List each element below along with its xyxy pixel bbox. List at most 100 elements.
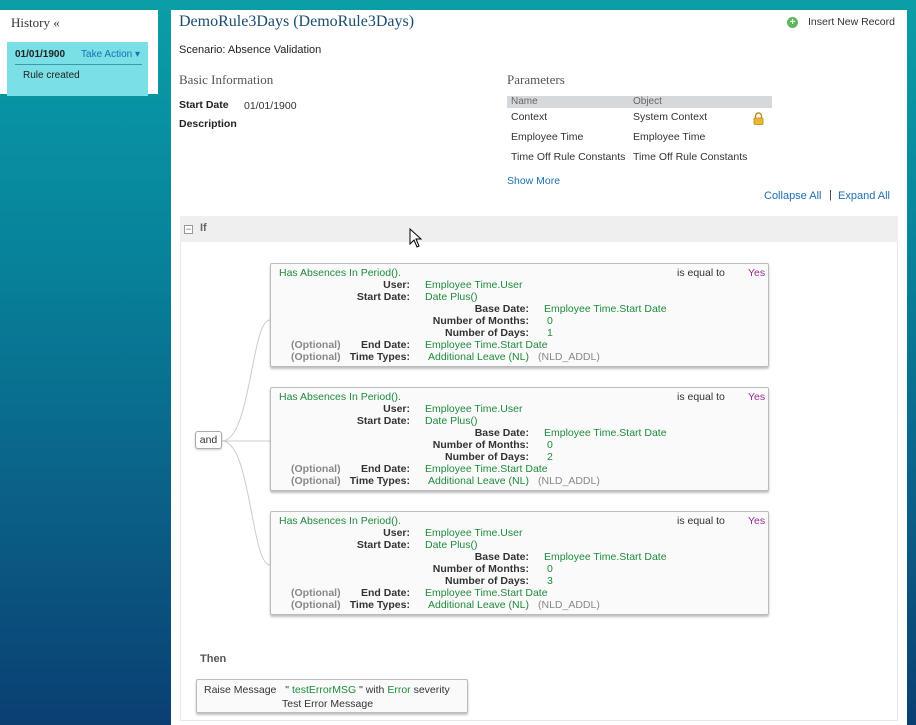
- param-label-end: End Date:: [360, 587, 410, 599]
- history-entry[interactable]: 01/01/1900 Take Action ▾ Rule created: [7, 42, 148, 96]
- param-value-end[interactable]: Employee Time.Start Date: [425, 339, 548, 351]
- param-value-start[interactable]: Date Plus(): [425, 415, 478, 427]
- raise-message-action[interactable]: Raise Message " testErrorMSG " with Erro…: [196, 679, 468, 713]
- param-value-days[interactable]: 2: [547, 451, 553, 463]
- insert-new-record-label: Insert New Record: [808, 16, 895, 28]
- param-label-base: Base Date:: [474, 551, 529, 563]
- condition-connectors: [221, 319, 271, 566]
- param-object: Employee Time: [633, 131, 706, 143]
- time-type-code: (NLD_ADDL): [538, 599, 600, 611]
- start-date-label: Start Date: [179, 99, 229, 111]
- optional-label: (Optional): [291, 475, 341, 487]
- take-action-dropdown[interactable]: Take Action ▾: [81, 49, 140, 60]
- optional-label: (Optional): [291, 351, 341, 363]
- condition-block[interactable]: Has Absences In Period(). is equal to Yes U…: [270, 263, 769, 367]
- param-value-end[interactable]: Employee Time.Start Date: [425, 587, 548, 599]
- param-label-user: User:: [383, 279, 410, 291]
- condition-function[interactable]: Has Absences In Period().: [279, 515, 401, 527]
- scenario-text: Scenario: Absence Validation: [179, 44, 322, 56]
- param-label-start: Start Date:: [356, 291, 410, 303]
- param-label-end: End Date:: [360, 339, 410, 351]
- param-object: System Context: [633, 111, 708, 123]
- param-label-start: Start Date:: [356, 415, 410, 427]
- time-type-code: (NLD_ADDL): [538, 475, 600, 487]
- expand-all-link[interactable]: Expand All: [838, 190, 890, 202]
- condition-result[interactable]: Yes: [748, 391, 766, 403]
- param-value-types[interactable]: Additional Leave (NL): [428, 599, 529, 611]
- param-label-days: Number of Days:: [444, 327, 529, 339]
- history-entry-note: Rule created: [23, 70, 80, 81]
- param-value-start[interactable]: Date Plus(): [425, 539, 478, 551]
- quote-open: ": [285, 684, 290, 696]
- show-more-link[interactable]: Show More: [507, 175, 561, 187]
- condition-operator[interactable]: is equal to: [677, 391, 725, 403]
- param-value-base[interactable]: Employee Time.Start Date: [544, 551, 667, 563]
- message-text: Test Error Message: [282, 698, 374, 710]
- if-conditions-area: [180, 242, 898, 721]
- lock-icon: [753, 112, 764, 128]
- param-label-base: Base Date:: [474, 303, 529, 315]
- time-type-code: (NLD_ADDL): [538, 351, 600, 363]
- separator: |: [829, 189, 832, 201]
- parameters-heading: Parameters: [507, 72, 565, 87]
- then-label: Then: [200, 653, 227, 665]
- condition-function[interactable]: Has Absences In Period().: [279, 391, 401, 403]
- col-name-header: Name: [511, 96, 538, 107]
- param-label-types: Time Types:: [349, 475, 410, 487]
- param-value-months[interactable]: 0: [547, 563, 553, 575]
- param-label-months: Number of Months:: [432, 439, 529, 451]
- param-value-base[interactable]: Employee Time.Start Date: [544, 427, 667, 439]
- condition-block[interactable]: Has Absences In Period(). is equal to Yes U…: [270, 511, 769, 615]
- quote-close: ": [359, 684, 363, 696]
- collapse-all-link[interactable]: Collapse All: [764, 190, 822, 202]
- param-label-user: User:: [383, 527, 410, 539]
- and-operator[interactable]: and: [195, 431, 222, 449]
- col-object-header: Object: [633, 96, 662, 107]
- param-value-base[interactable]: Employee Time.Start Date: [544, 303, 667, 315]
- raise-message-text: Raise Message: [204, 684, 277, 696]
- param-value-days[interactable]: 1: [547, 327, 553, 339]
- parameters-header-row: Name Object: [507, 96, 772, 108]
- param-label-start: Start Date:: [356, 539, 410, 551]
- param-label-types: Time Types:: [349, 351, 410, 363]
- param-value-months[interactable]: 0: [547, 439, 553, 451]
- optional-label: (Optional): [291, 339, 341, 351]
- param-name: Employee Time: [511, 131, 584, 143]
- condition-operator[interactable]: is equal to: [677, 267, 725, 279]
- history-title[interactable]: History «: [11, 15, 60, 30]
- collapse-toggle-icon[interactable]: −: [184, 224, 193, 234]
- param-object: Time Off Rule Constants: [633, 151, 748, 163]
- if-section-header[interactable]: − If: [180, 216, 898, 242]
- param-value-months[interactable]: 0: [547, 315, 553, 327]
- basic-info-heading: Basic Information: [179, 72, 274, 87]
- param-label-months: Number of Months:: [432, 563, 529, 575]
- severity-value[interactable]: Error: [387, 684, 411, 696]
- message-id-link[interactable]: testErrorMSG: [291, 684, 357, 696]
- param-name: Time Off Rule Constants: [511, 151, 626, 163]
- param-label-months: Number of Months:: [432, 315, 529, 327]
- condition-function[interactable]: Has Absences In Period().: [279, 267, 401, 279]
- param-value-user[interactable]: Employee Time.User: [425, 403, 523, 415]
- table-row: Context System Context: [507, 108, 772, 128]
- condition-result[interactable]: Yes: [748, 515, 766, 527]
- param-label-user: User:: [383, 403, 410, 415]
- mouse-cursor-icon: [409, 228, 423, 248]
- param-value-start[interactable]: Date Plus(): [425, 291, 478, 303]
- optional-label: (Optional): [291, 463, 341, 475]
- param-value-user[interactable]: Employee Time.User: [425, 527, 523, 539]
- parameters-table: Name Object Context System Context Emplo…: [507, 96, 772, 168]
- description-label: Description: [179, 118, 237, 130]
- condition-operator[interactable]: is equal to: [677, 515, 725, 527]
- param-value-end[interactable]: Employee Time.Start Date: [425, 463, 548, 475]
- param-label-types: Time Types:: [349, 599, 410, 611]
- history-entry-date[interactable]: 01/01/1900: [15, 49, 66, 60]
- condition-result[interactable]: Yes: [748, 267, 766, 279]
- param-label-base: Base Date:: [474, 427, 529, 439]
- param-value-types[interactable]: Additional Leave (NL): [428, 475, 529, 487]
- param-value-user[interactable]: Employee Time.User: [425, 279, 523, 291]
- param-value-types[interactable]: Additional Leave (NL): [428, 351, 529, 363]
- param-value-days[interactable]: 3: [547, 575, 553, 587]
- start-date-value: 01/01/1900: [244, 100, 297, 112]
- condition-block[interactable]: Has Absences In Period(). is equal to Yes U…: [270, 387, 769, 491]
- param-label-end: End Date:: [360, 463, 410, 475]
